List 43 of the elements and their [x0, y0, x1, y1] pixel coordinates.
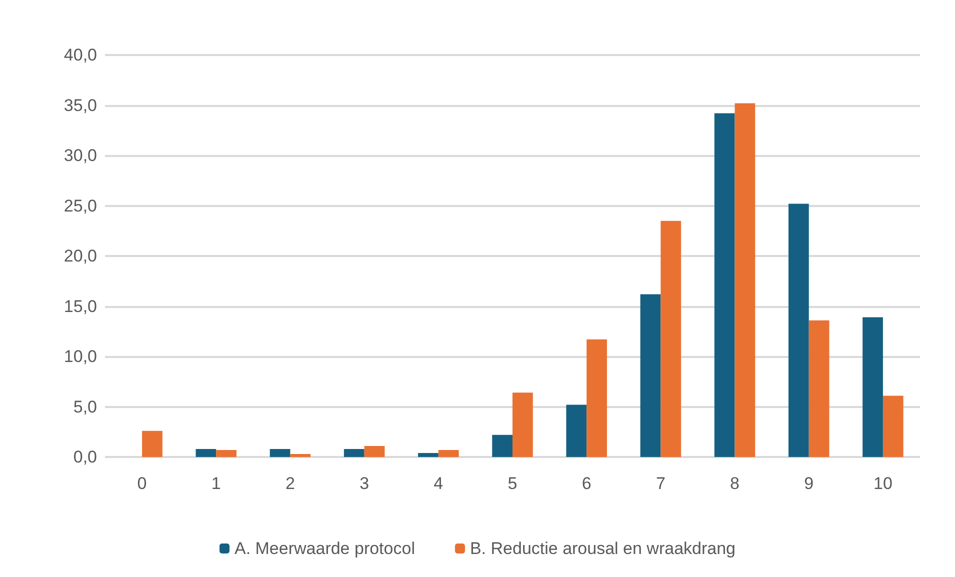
bar: [290, 454, 311, 457]
bar: [364, 446, 385, 457]
bar: [438, 450, 459, 457]
bar: [808, 320, 830, 457]
y-tick-label: 40,0: [64, 46, 97, 64]
bar: [788, 204, 809, 457]
bar: [882, 396, 904, 457]
x-tick-label: 10: [873, 474, 892, 493]
bar: [418, 452, 438, 457]
x-tick-label: 3: [360, 474, 370, 493]
bar: [142, 430, 162, 457]
x-tick-label: 2: [285, 474, 295, 493]
bar: [216, 450, 237, 457]
bar: [344, 448, 364, 457]
x-tick-label: 9: [804, 474, 814, 493]
bar: [586, 339, 607, 457]
y-tick-label: 35,0: [64, 96, 97, 115]
x-tick-label: 0: [137, 474, 147, 493]
bar: [640, 294, 661, 457]
x-tick-label: 6: [582, 474, 592, 493]
legend-label: A. Meerwaarde protocol: [234, 539, 415, 558]
x-tick-label: 4: [434, 474, 444, 493]
y-tick-label: 25,0: [64, 196, 97, 216]
bar: [492, 434, 512, 457]
bar: [660, 220, 682, 457]
bar: [714, 113, 735, 457]
y-tick-label: 30,0: [64, 146, 97, 165]
x-tick-label: 7: [656, 474, 666, 493]
y-tick-label: 5,0: [73, 397, 97, 416]
y-tick-label: 20,0: [64, 246, 97, 266]
bar: [270, 448, 290, 457]
y-tick-label: 15,0: [64, 296, 97, 316]
y-tick-label: 0,0: [73, 448, 97, 466]
bar: [862, 317, 883, 457]
bar: [512, 392, 533, 457]
x-tick-label: 5: [508, 474, 518, 493]
legend-label: B. Reductie arousal en wraakdrang: [470, 539, 736, 558]
x-tick-label: 1: [211, 474, 221, 493]
y-tick-label: 10,0: [64, 347, 97, 366]
bar: [196, 448, 216, 457]
bar: [566, 404, 587, 457]
bar: [734, 103, 756, 457]
x-tick-label: 8: [730, 474, 740, 493]
